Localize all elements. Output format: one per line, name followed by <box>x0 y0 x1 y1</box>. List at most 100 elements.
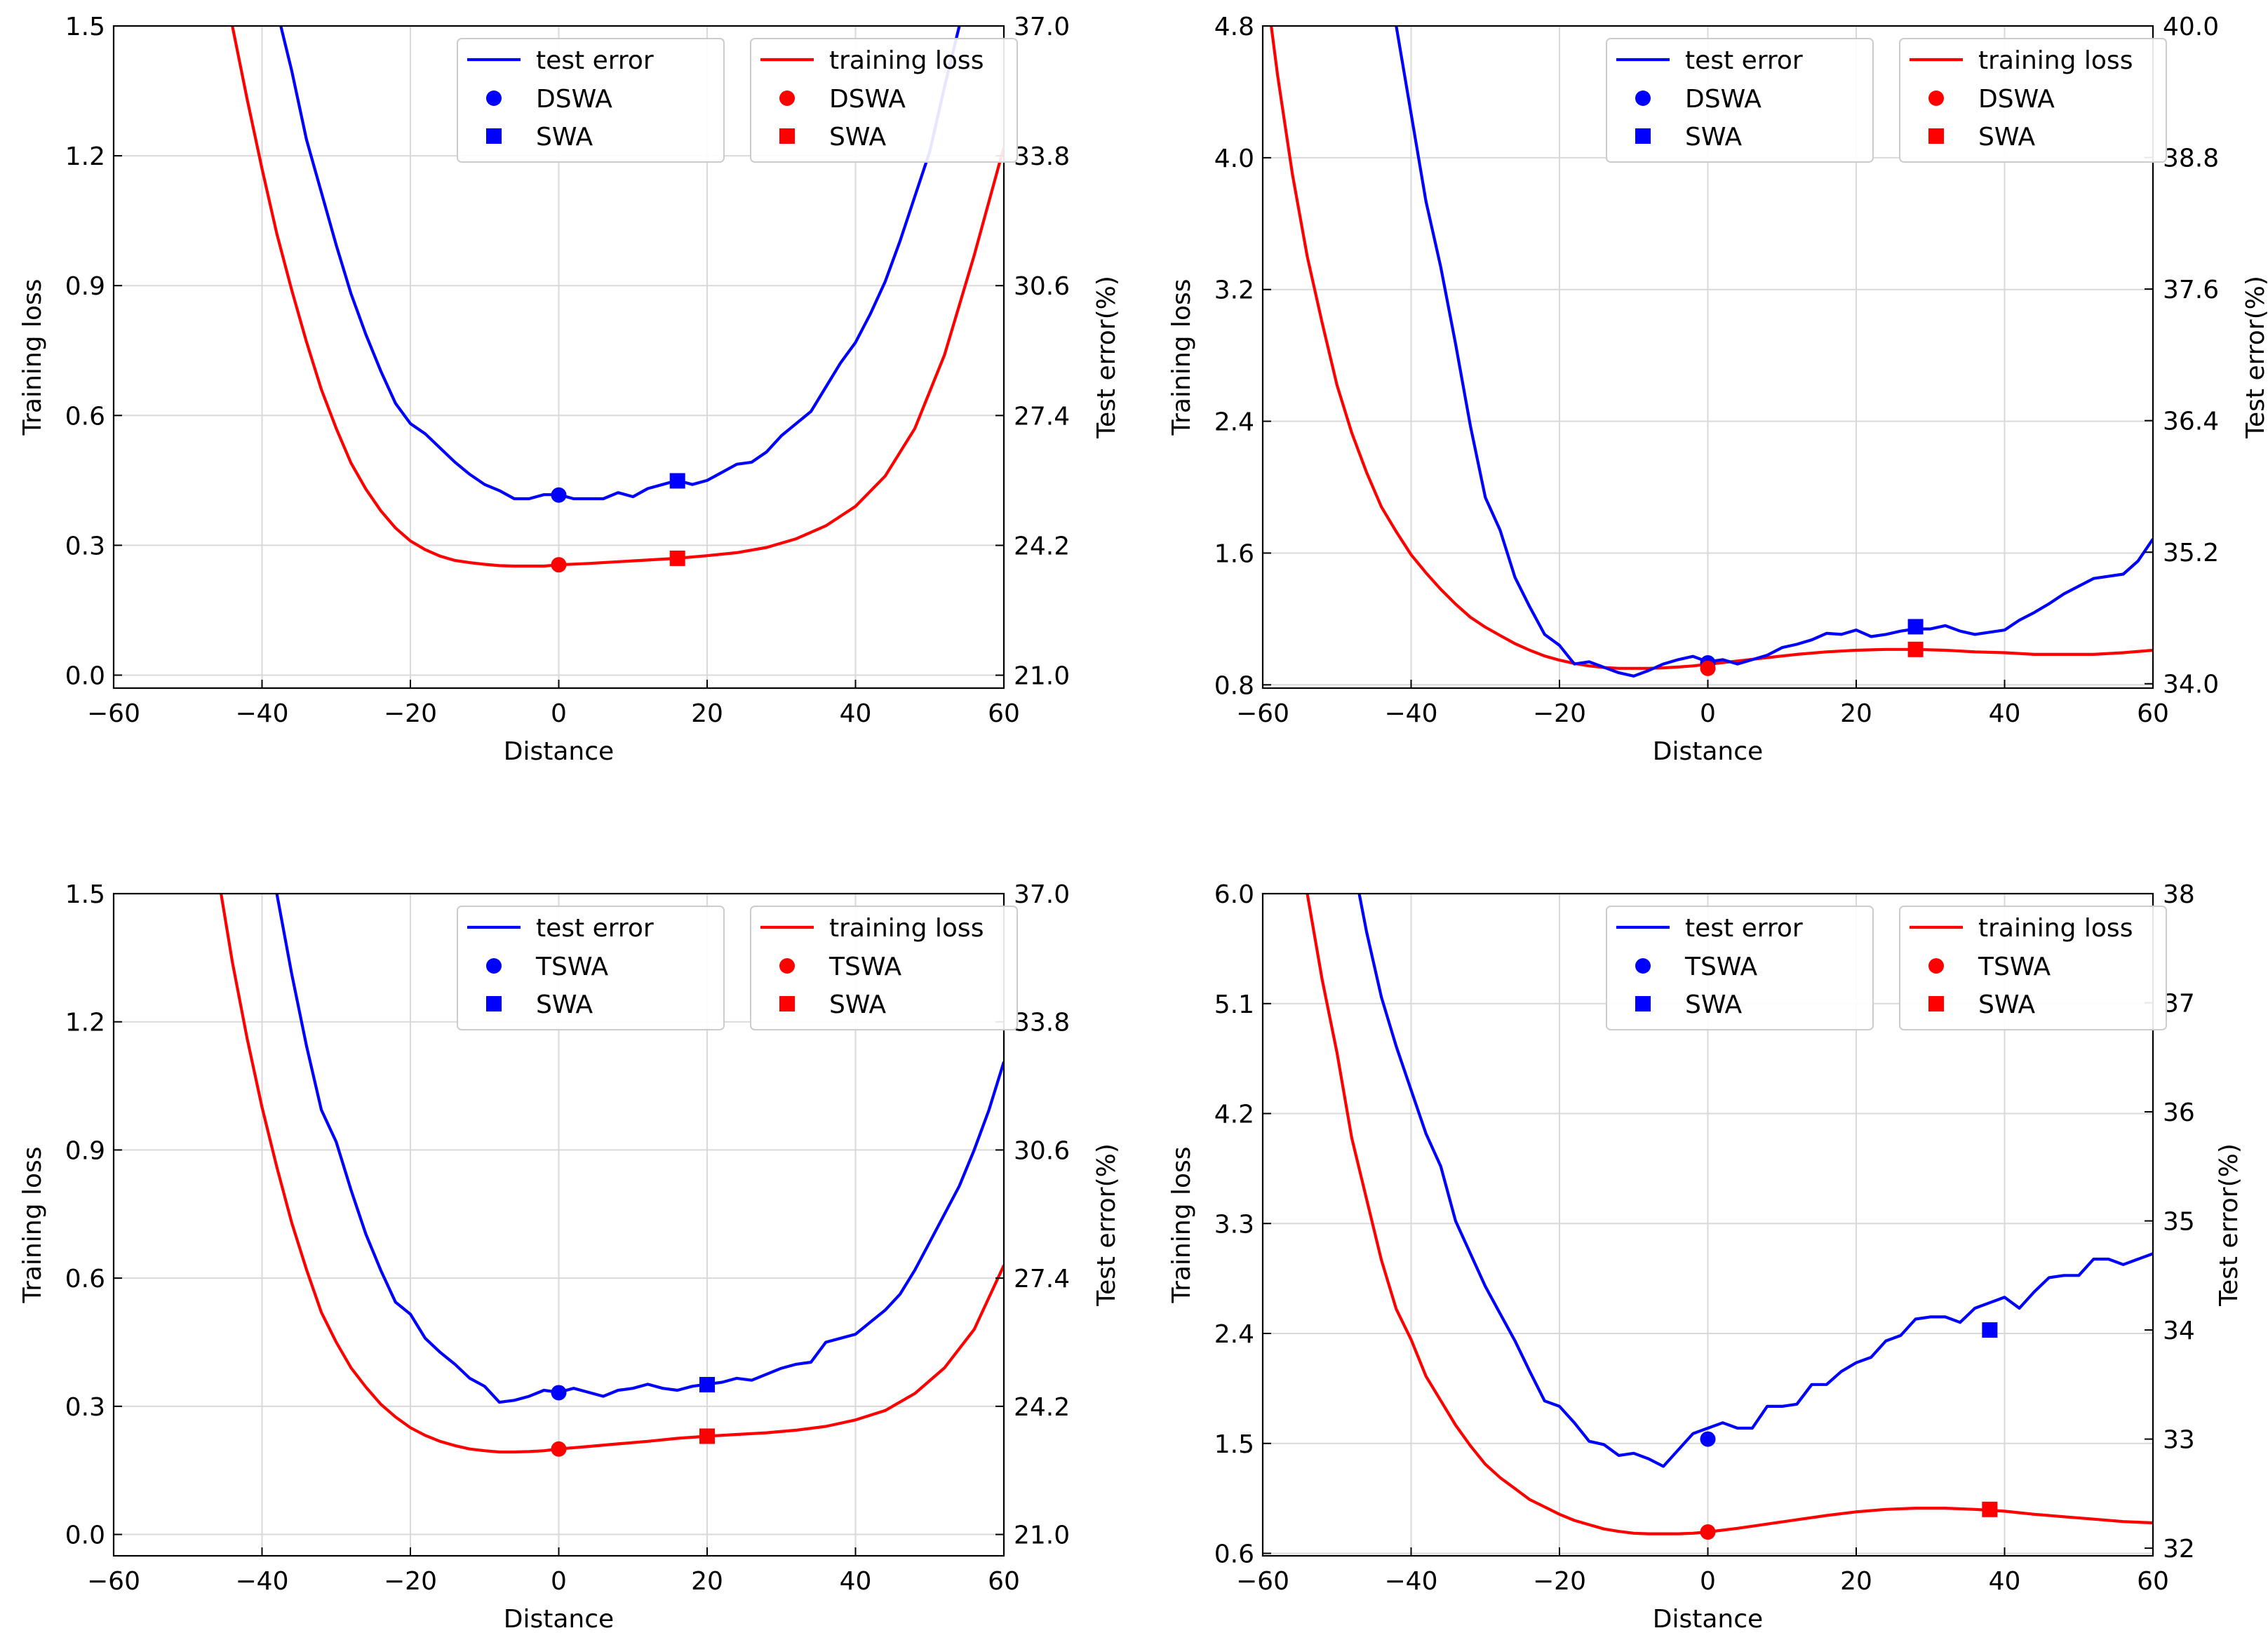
x-tick-label: −40 <box>1385 1567 1438 1596</box>
red-tswa-marker <box>551 1441 567 1457</box>
legend-circle-swatch <box>1635 90 1651 106</box>
training-loss-line <box>220 894 1004 1454</box>
y2-tick-label: 27.4 <box>1014 1265 1070 1293</box>
red-swa-marker <box>1982 1501 1998 1517</box>
y2-axis-label: Test error(%) <box>1092 276 1121 439</box>
y-tick-label: 0.8 <box>1214 671 1254 700</box>
x-tick-label: 40 <box>840 1567 872 1596</box>
legend-frame <box>1606 38 1874 163</box>
blue-swa-marker <box>669 473 685 489</box>
legend-circle-swatch <box>486 90 502 106</box>
blue-swa-marker <box>699 1377 715 1393</box>
series-group <box>1269 26 2153 678</box>
legend-label: DSWA <box>536 85 612 114</box>
y-tick-label: 0.6 <box>65 1265 105 1293</box>
y2-tick-label: 33.8 <box>1014 142 1070 171</box>
y-tick-label: 1.6 <box>1214 539 1254 568</box>
legend-label: training loss <box>829 46 984 75</box>
legend-label: SWA <box>1685 123 1742 152</box>
legend-label: TSWA <box>1684 953 1757 981</box>
legend-square-swatch <box>486 996 502 1011</box>
x-tick-label: −20 <box>384 699 437 728</box>
y-axis-label: Training loss <box>18 278 47 436</box>
y2-tick-label: 38.8 <box>2163 144 2219 173</box>
x-tick-label: 20 <box>1840 1567 1872 1596</box>
y2-tick-label: 32 <box>2163 1535 2195 1564</box>
y-axis-label: Training loss <box>1167 278 1196 436</box>
legend-label: SWA <box>1685 990 1742 1019</box>
training-loss-line <box>1269 26 2153 670</box>
x-tick-label: 40 <box>1989 699 2021 728</box>
x-tick-label: −60 <box>87 1567 140 1596</box>
legend-label: SWA <box>829 123 886 152</box>
y2-tick-label: 35 <box>2163 1208 2195 1237</box>
test-error-line <box>279 26 961 501</box>
y-tick-label: 0.0 <box>65 661 105 690</box>
legend-frame <box>457 38 725 163</box>
chart-panel-top-left: −60 −40 −20 0 20 40 60 0.0 0.3 0.6 0.9 1.2 1.5 21.0 24… <box>18 13 1121 766</box>
legend-frame <box>1606 906 1874 1030</box>
y-tick-label: 3.3 <box>1214 1210 1254 1239</box>
x-tick-label: 0 <box>551 1567 567 1596</box>
y-tick-label: 2.4 <box>1214 408 1254 437</box>
legend-frame <box>1899 38 2167 163</box>
legend-label: SWA <box>829 990 886 1019</box>
y-tick-label: 0.6 <box>65 402 105 431</box>
y2-tick-label: 21.0 <box>1014 662 1070 691</box>
y2-tick-label: 30.6 <box>1014 1136 1070 1165</box>
legend-label: DSWA <box>829 85 906 114</box>
y2-tick-label: 36 <box>2163 1098 2195 1127</box>
legend-frame <box>750 906 1018 1030</box>
legend-label: training loss <box>1978 46 2133 75</box>
chart-panel-bottom-right: −60 −40 −20 0 20 40 60 0.6 1.5 2.4 3.3 4.2 5.1 6.0 32 3… <box>1167 880 2243 1634</box>
x-tick-label: 20 <box>691 1567 723 1596</box>
legend-label: TSWA <box>828 953 901 981</box>
x-tick-label: −20 <box>1533 699 1586 728</box>
x-tick-label: 20 <box>691 699 723 728</box>
y2-axis-label: Test error(%) <box>2241 276 2268 439</box>
y2-tick-label: 27.4 <box>1014 402 1070 431</box>
legend-circle-swatch <box>779 90 795 106</box>
legend-frame <box>1899 906 2167 1030</box>
legend-square-swatch <box>1928 996 1944 1011</box>
legend-label: training loss <box>1978 914 2133 943</box>
y2-tick-label: 37 <box>2163 990 2195 1019</box>
x-tick-label: 20 <box>1840 699 1872 728</box>
y2-tick-label: 34.0 <box>2163 671 2219 699</box>
chart-panel-top-right: −60 −40 −20 0 20 40 60 0.8 1.6 2.4 3.2 4.0 4.8 34.0 35… <box>1167 13 2268 766</box>
training-loss-line <box>231 26 1004 568</box>
y-tick-label: 0.3 <box>65 532 105 560</box>
y-tick-label: 0.9 <box>65 272 105 301</box>
y-tick-label: 1.5 <box>1214 1430 1254 1459</box>
y2-tick-label: 24.2 <box>1014 532 1070 560</box>
y-tick-label: 1.5 <box>65 13 105 41</box>
legend-square-swatch <box>1635 996 1651 1011</box>
y2-tick-label: 37.6 <box>2163 276 2219 304</box>
y2-tick-label: 38 <box>2163 880 2195 909</box>
legend-test-error: test error DSWA SWA <box>1606 38 1874 163</box>
x-tick-label: −60 <box>87 699 140 728</box>
x-tick-label: 40 <box>840 699 872 728</box>
legend-circle-swatch <box>1928 90 1944 106</box>
legend-square-swatch <box>779 996 795 1011</box>
red-dswa-marker <box>1700 660 1716 676</box>
x-axis-label: Distance <box>1653 1605 1763 1634</box>
y-tick-label: 0.3 <box>65 1393 105 1422</box>
y-tick-label: 4.8 <box>1214 13 1254 41</box>
y-tick-label: 0.9 <box>65 1136 105 1165</box>
x-axis-label: Distance <box>504 1605 614 1634</box>
legend-square-swatch <box>1928 128 1944 144</box>
x-tick-label: −40 <box>1385 699 1438 728</box>
legend-label: TSWA <box>535 953 608 981</box>
blue-tswa-marker <box>1700 1431 1716 1447</box>
y-tick-label: 1.5 <box>65 880 105 909</box>
y2-tick-label: 24.2 <box>1014 1393 1070 1422</box>
legend-label: test error <box>1685 46 1803 75</box>
legend-training-loss: training loss DSWA SWA <box>750 38 1018 163</box>
blue-dswa-marker <box>551 487 567 503</box>
y-tick-label: 6.0 <box>1214 880 1254 909</box>
legend-square-swatch <box>779 128 795 144</box>
legend-circle-swatch <box>779 958 795 974</box>
y2-axis-label: Test error(%) <box>2215 1143 2243 1307</box>
